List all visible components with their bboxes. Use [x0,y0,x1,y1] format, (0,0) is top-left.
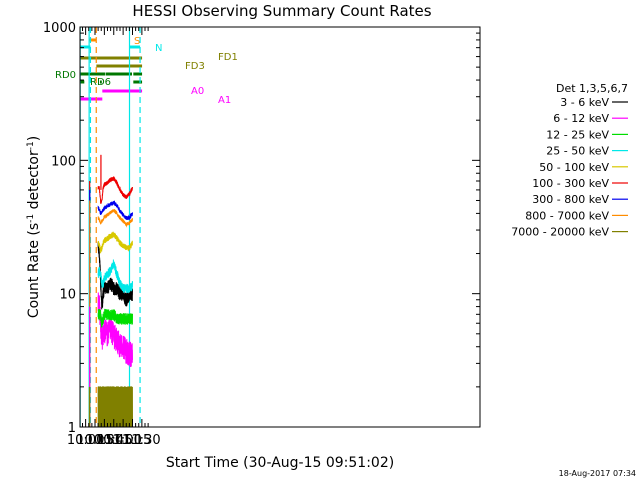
flag-label-s: S [134,36,140,47]
legend-label: 3 - 6 keV [560,96,609,109]
x-tick-label: 10:45 [95,433,132,448]
y-axis-label: Count Rate (s-1 detector-1) [26,136,42,318]
x-tick-label: 11:00 [104,433,141,448]
series-line-12-25-kev [97,308,133,328]
flag-label-rd6: RD6 [90,77,111,88]
x-tick-label: 10:30 [86,433,123,448]
x-tick-label: 11:30 [123,433,160,448]
x-axis-label: Start Time (30-Aug-15 09:51:02) [166,455,394,471]
y-tick-label: 100 [51,154,76,169]
flag-label-fd3: FD3 [185,61,205,72]
y-tick-label: 1 [68,421,76,436]
series-traces [88,154,133,428]
series-line-800-7000-kev [97,209,133,228]
series-line-7000-20000-kev [97,386,133,428]
observing-flag-bars: S N FD1 FD3 RD0 RD6 A0 A1 [55,36,238,106]
flag-label-rd0: RD0 [55,70,76,81]
series-line-50-100-kev [97,231,133,254]
chart-title: HESSI Observing Summary Count Rates [132,2,431,20]
legend-label: 12 - 25 keV [546,128,609,141]
x-tick-label: 10:00 [67,433,104,448]
y-tick-label: 10 [59,288,76,303]
legend-label: 300 - 800 keV [532,193,609,206]
flag-label-n: N [155,43,162,54]
flag-label-fd1: FD1 [218,52,238,63]
y-tick-label: 1000 [43,21,76,36]
flag-label-a0: A0 [191,86,204,97]
series-line-25-50-kev [97,259,133,293]
footer-timestamp: 18-Aug-2017 07:34 [559,469,636,478]
legend-label: 100 - 300 keV [532,177,609,190]
x-tick-label: 11:15 [114,433,151,448]
series-line-6-12-kev [97,292,133,368]
series-line-300-800-kev [97,200,133,221]
legend-label: 25 - 50 keV [546,145,609,158]
legend-label: 6 - 12 keV [553,112,609,125]
legend: Det 1,3,5,6,73 - 6 keV 6 - 12 keV 12 - 25 … [511,82,628,239]
legend-label: 7000 - 20000 keV [511,226,609,239]
flag-label-a1: A1 [218,95,231,106]
plot-frame [79,26,481,428]
series-line-3-6-kev [97,242,133,310]
series-line-100-300-kev [97,175,133,205]
legend-header: Det 1,3,5,6,7 [556,82,628,95]
x-tick-label: 10:15 [76,433,113,448]
legend-label: 50 - 100 keV [539,161,609,174]
legend-label: 800 - 7000 keV [525,209,609,222]
